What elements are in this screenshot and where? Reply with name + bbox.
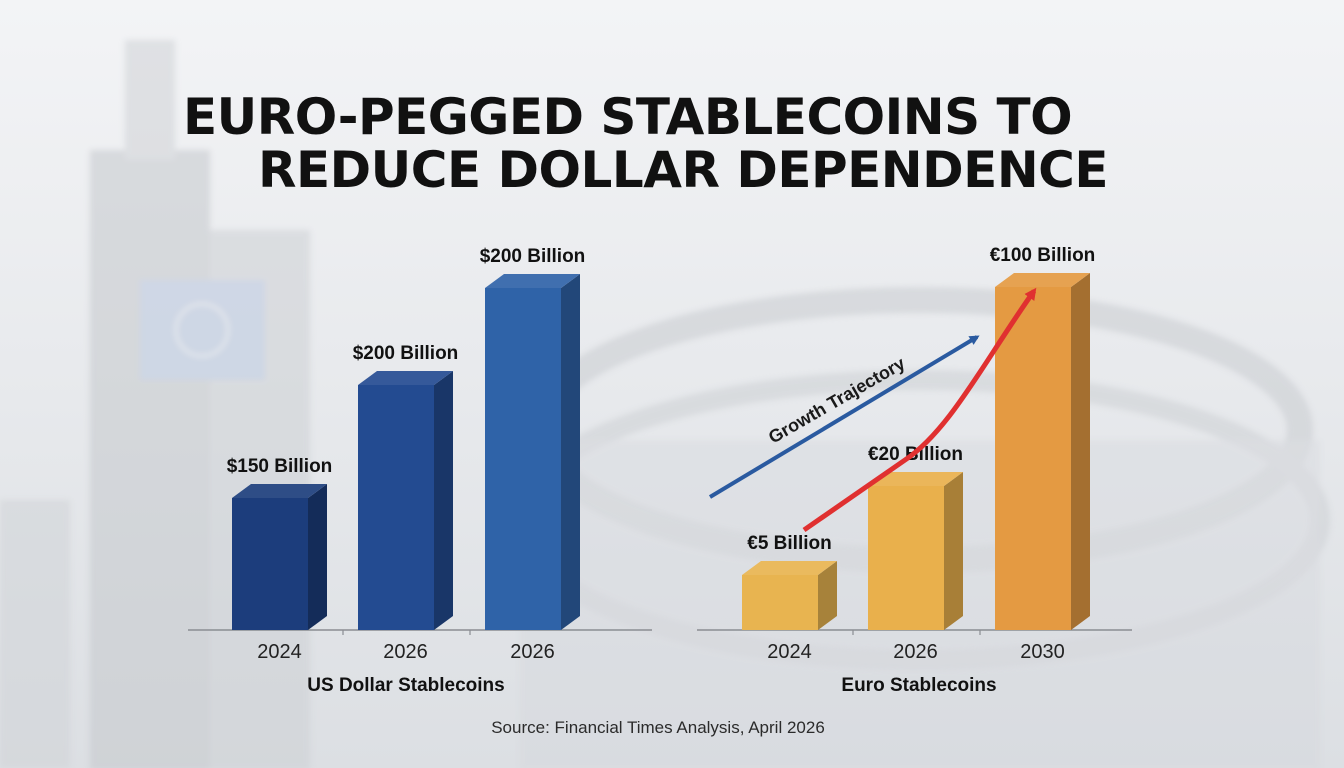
eur-axis-title: Euro Stablecoins (841, 675, 996, 696)
usd-data-label-0: $150 Billion (227, 456, 333, 477)
eur-bar-1 (868, 472, 963, 630)
source-note: Source: Financial Times Analysis, April … (491, 718, 825, 737)
usd-bar-2 (485, 274, 580, 630)
usd-bar-0 (232, 484, 327, 630)
usd-bar-top-2 (485, 274, 580, 288)
usd-bar-front-1 (358, 385, 434, 630)
eur-bar-side-0 (818, 561, 837, 630)
eur-bar-front-2 (995, 287, 1071, 630)
eur-bar-top-2 (995, 273, 1090, 287)
eur-data-label-0: €5 Billion (747, 533, 831, 554)
usd-bar-side-0 (308, 484, 327, 630)
eur-bar-front-1 (868, 486, 944, 630)
eur-data-label-2: €100 Billion (990, 245, 1096, 266)
eur-bar-side-2 (1071, 273, 1090, 630)
usd-bar-top-0 (232, 484, 327, 498)
usd-bar-side-1 (434, 371, 453, 630)
usd-data-label-2: $200 Billion (480, 246, 586, 267)
eur-tick-label-0: 2024 (767, 641, 812, 663)
usd-bar-side-2 (561, 274, 580, 630)
eur-bar-side-1 (944, 472, 963, 630)
eur-bar-top-0 (742, 561, 837, 575)
usd-axis-title: US Dollar Stablecoins (307, 675, 504, 696)
eur-bar-0 (742, 561, 837, 630)
eur-bar-top-1 (868, 472, 963, 486)
growth-trajectory-arrow (708, 335, 980, 499)
usd-bar-top-1 (358, 371, 453, 385)
growth-red-arrow (802, 287, 1037, 533)
usd-tick-label-2: 2026 (510, 641, 555, 663)
usd-bars: $150 Billion 2024 $200 Billion 2026 $200 Bil… (227, 246, 586, 663)
usd-tick-label-1: 2026 (383, 641, 428, 663)
eu-flag (140, 280, 265, 380)
page-title-line-2: REDUCE DOLLAR DEPENDENCE (258, 141, 1109, 199)
eur-tick-label-1: 2026 (893, 641, 938, 663)
usd-bar-front-2 (485, 288, 561, 630)
eur-bar-front-0 (742, 575, 818, 630)
eur-bar-2 (995, 273, 1090, 630)
eu-stars-circle (174, 302, 230, 358)
eur-tick-label-2: 2030 (1020, 641, 1065, 663)
tower-building (90, 150, 210, 768)
usd-bar-1 (358, 371, 453, 630)
page-title-line-1: EURO-PEGGED STABLECOINS TO (183, 88, 1073, 146)
usd-data-label-1: $200 Billion (353, 343, 459, 364)
usd-tick-label-0: 2024 (257, 641, 302, 663)
usd-bar-front-0 (232, 498, 308, 630)
